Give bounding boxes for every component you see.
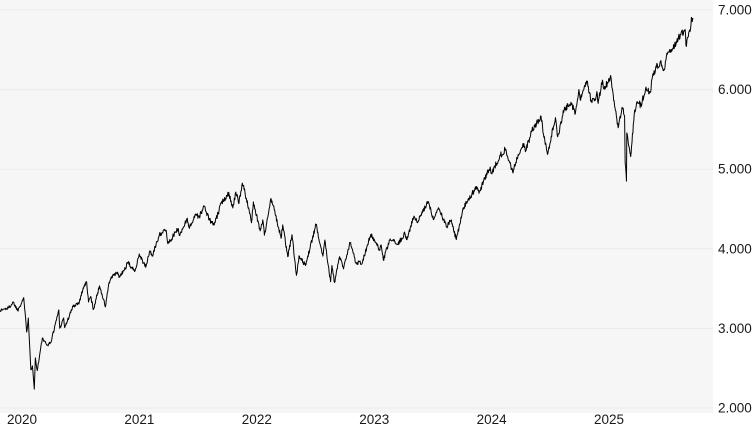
y-axis-label: 3.000 (718, 321, 752, 336)
plot-area (0, 0, 713, 413)
x-axis-label: 2021 (124, 412, 154, 427)
x-axis-label: 2025 (594, 412, 624, 427)
y-axis-label: 6.000 (718, 82, 752, 97)
price-line (0, 16, 694, 390)
x-axis-label: 2022 (242, 412, 272, 427)
y-axis-label: 4.000 (718, 241, 752, 256)
x-axis-label: 2023 (359, 412, 389, 427)
y-axis-label: 7.000 (718, 3, 752, 18)
x-axis-label: 2020 (7, 412, 37, 427)
y-axis-label: 5.000 (718, 162, 752, 177)
y-axis-label: 2.000 (718, 401, 752, 416)
x-axis-label: 2024 (477, 412, 508, 427)
